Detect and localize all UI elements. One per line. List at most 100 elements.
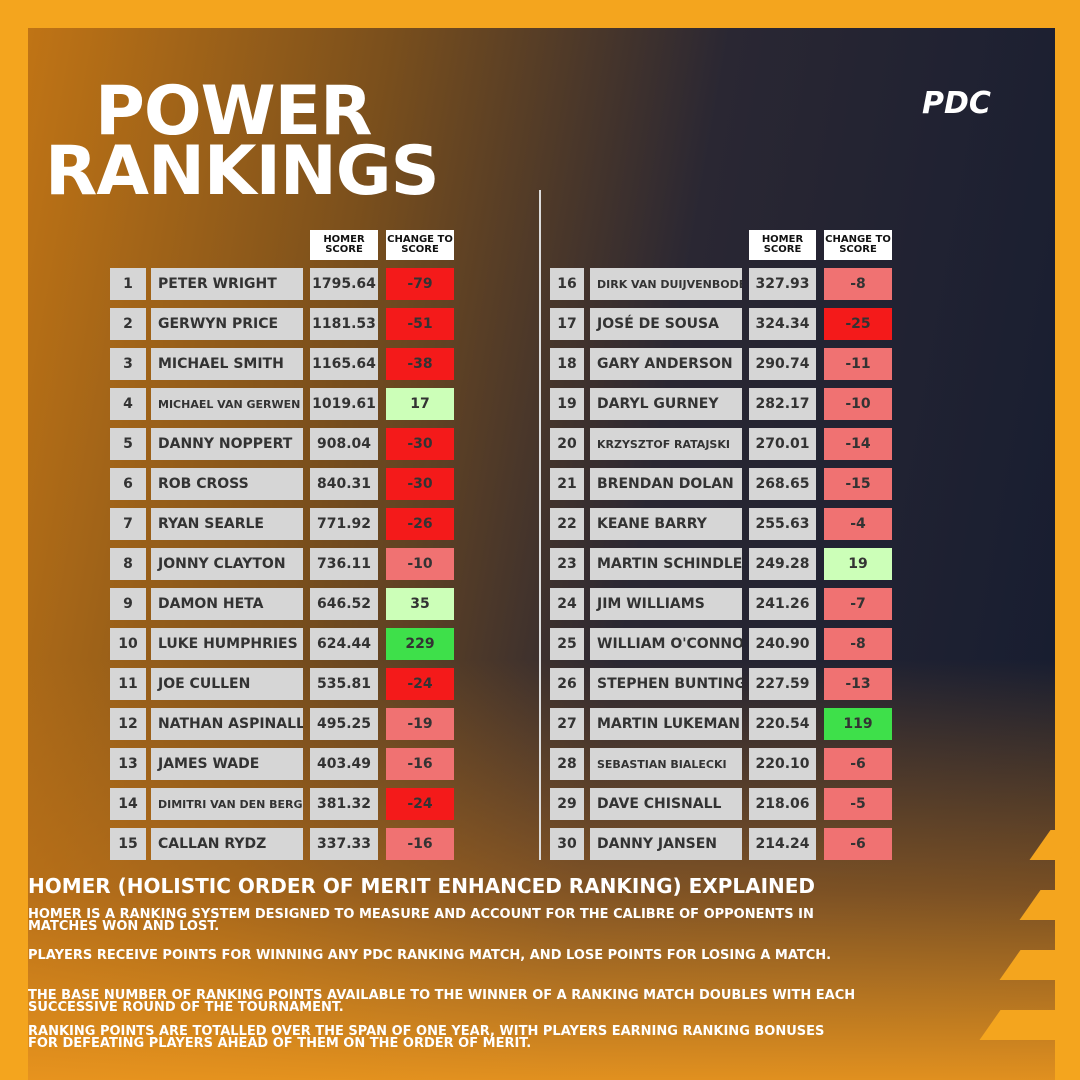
rank: 30 <box>550 828 584 860</box>
header-change: CHANGE TO SCORE <box>824 230 892 260</box>
score: 337.33 <box>310 828 378 860</box>
score: 1019.61 <box>310 388 378 420</box>
score: 241.26 <box>749 588 816 620</box>
rank: 22 <box>550 508 584 540</box>
change: -15 <box>824 468 892 500</box>
rank: 26 <box>550 668 584 700</box>
player-name: MARTIN LUKEMAN <box>590 708 742 740</box>
score: 218.06 <box>749 788 816 820</box>
player-name: KEANE BARRY <box>590 508 742 540</box>
logo: PDC <box>922 86 991 121</box>
rank: 10 <box>110 628 146 660</box>
player-name: RYAN SEARLE <box>151 508 303 540</box>
header-change: CHANGE TO SCORE <box>386 230 454 260</box>
change: -7 <box>824 588 892 620</box>
score: 535.81 <box>310 668 378 700</box>
change: -10 <box>386 548 454 580</box>
score: 324.34 <box>749 308 816 340</box>
rank: 15 <box>110 828 146 860</box>
change: -10 <box>824 388 892 420</box>
change: -8 <box>824 268 892 300</box>
player-name: JONNY CLAYTON <box>151 548 303 580</box>
change: -19 <box>386 708 454 740</box>
change: -30 <box>386 468 454 500</box>
change: 229 <box>386 628 454 660</box>
rank: 4 <box>110 388 146 420</box>
title: POWER <box>95 72 372 151</box>
rank: 9 <box>110 588 146 620</box>
change: -5 <box>824 788 892 820</box>
player-name: MICHAEL SMITH <box>151 348 303 380</box>
change: -26 <box>386 508 454 540</box>
rank: 17 <box>550 308 584 340</box>
player-name: JOE CULLEN <box>151 668 303 700</box>
change: -11 <box>824 348 892 380</box>
rank: 12 <box>110 708 146 740</box>
rank: 24 <box>550 588 584 620</box>
rank: 21 <box>550 468 584 500</box>
score: 227.59 <box>749 668 816 700</box>
player-name: JOSÉ DE SOUSA <box>590 308 742 340</box>
player-name: BRENDAN DOLAN <box>590 468 742 500</box>
change: -38 <box>386 348 454 380</box>
player-name: LUKE HUMPHRIES <box>151 628 303 660</box>
score: 381.32 <box>310 788 378 820</box>
rank: 7 <box>110 508 146 540</box>
change: -16 <box>386 748 454 780</box>
score: 646.52 <box>310 588 378 620</box>
change: -25 <box>824 308 892 340</box>
change: -8 <box>824 628 892 660</box>
change: -51 <box>386 308 454 340</box>
rank: 27 <box>550 708 584 740</box>
change: 35 <box>386 588 454 620</box>
change: -24 <box>386 788 454 820</box>
score: 840.31 <box>310 468 378 500</box>
player-name: DANNY JANSEN <box>590 828 742 860</box>
explainer-title: HOMER (HOLISTIC ORDER OF MERIT ENHANCED … <box>28 874 816 898</box>
player-name: KRZYSZTOF RATAJSKI <box>590 428 742 460</box>
score: 327.93 <box>749 268 816 300</box>
explainer-paragraph: PLAYERS RECEIVE POINTS FOR WINNING ANY P… <box>28 948 832 963</box>
explainer-paragraph: RANKING POINTS ARE TOTALLED OVER THE SPA… <box>28 1024 825 1051</box>
rank: 6 <box>110 468 146 500</box>
rank: 16 <box>550 268 584 300</box>
score: 771.92 <box>310 508 378 540</box>
score: 249.28 <box>749 548 816 580</box>
score: 290.74 <box>749 348 816 380</box>
change: -13 <box>824 668 892 700</box>
title: RANKINGS <box>45 132 440 211</box>
player-name: GARY ANDERSON <box>590 348 742 380</box>
score: 624.44 <box>310 628 378 660</box>
player-name: DIRK VAN DUIJVENBODE <box>590 268 742 300</box>
player-name: MICHAEL VAN GERWEN <box>151 388 303 420</box>
header-score: HOMER SCORE <box>749 230 816 260</box>
player-name: SEBASTIAN BIALECKI <box>590 748 742 780</box>
score: 220.10 <box>749 748 816 780</box>
player-name: MARTIN SCHINDLER <box>590 548 742 580</box>
player-name: JAMES WADE <box>151 748 303 780</box>
score: 495.25 <box>310 708 378 740</box>
explainer-paragraph: HOMER IS A RANKING SYSTEM DESIGNED TO ME… <box>28 907 814 934</box>
change: -6 <box>824 828 892 860</box>
score: 1165.64 <box>310 348 378 380</box>
change: -6 <box>824 748 892 780</box>
rank: 28 <box>550 748 584 780</box>
rank: 13 <box>110 748 146 780</box>
rank: 5 <box>110 428 146 460</box>
change: -24 <box>386 668 454 700</box>
score: 268.65 <box>749 468 816 500</box>
score: 1795.64 <box>310 268 378 300</box>
rank: 29 <box>550 788 584 820</box>
player-name: STEPHEN BUNTING <box>590 668 742 700</box>
change: 17 <box>386 388 454 420</box>
score: 270.01 <box>749 428 816 460</box>
rank: 25 <box>550 628 584 660</box>
player-name: CALLAN RYDZ <box>151 828 303 860</box>
rank: 18 <box>550 348 584 380</box>
rank: 19 <box>550 388 584 420</box>
change: -4 <box>824 508 892 540</box>
change: -79 <box>386 268 454 300</box>
change: 19 <box>824 548 892 580</box>
rank: 23 <box>550 548 584 580</box>
